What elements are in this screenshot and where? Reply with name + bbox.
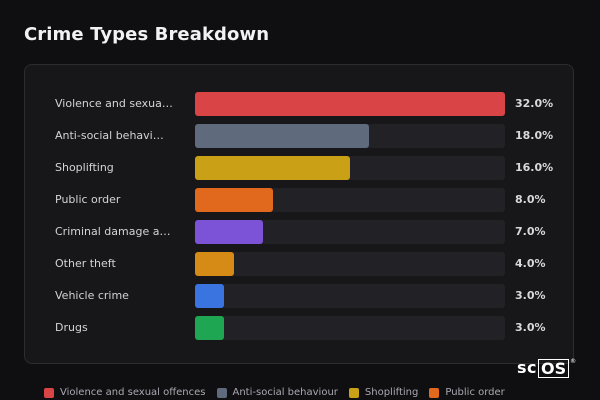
bar-rows: Violence and sexua… 32.0% Anti-social beha… — [25, 92, 573, 348]
bar — [195, 316, 224, 340]
bar — [195, 284, 224, 308]
bar-row: Violence and sexua… 32.0% — [25, 92, 573, 124]
legend-label: Violence and sexual offences — [60, 387, 206, 398]
legend-item: Anti-social behaviour — [216, 387, 338, 399]
bar-row: Drugs 3.0% — [25, 316, 573, 348]
legend-item: Violence and sexual offences — [44, 387, 206, 399]
bar-value-label: 32.0% — [515, 97, 554, 110]
bar-track — [195, 316, 505, 340]
bar-value-label: 16.0% — [515, 161, 554, 174]
bar-track — [195, 252, 505, 276]
bar-label: Violence and sexua… — [55, 97, 173, 110]
brand-logo: sc OS ® — [517, 358, 576, 378]
bar — [195, 252, 234, 276]
legend-label: Anti-social behaviour — [232, 387, 338, 398]
bar-label: Public order — [55, 193, 121, 206]
legend-swatch — [348, 388, 359, 398]
bar-row: Vehicle crime 3.0% — [25, 284, 573, 316]
legend-item: Public order — [429, 387, 505, 399]
page-title: Crime Types Breakdown — [24, 24, 270, 45]
logo-text: sc — [517, 358, 538, 377]
bar-value-label: 3.0% — [515, 289, 546, 302]
legend-item: Shoplifting — [348, 387, 419, 399]
bar-track — [195, 92, 505, 116]
bar-track — [195, 156, 505, 180]
logo-boxed-text: OS — [538, 358, 570, 378]
chart-panel: Violence and sexua… 32.0% Anti-social beha… — [24, 64, 574, 364]
bar — [195, 124, 369, 148]
bar-row: Public order 8.0% — [25, 188, 573, 220]
bar-row: Other theft 4.0% — [25, 252, 573, 284]
bar — [195, 156, 350, 180]
bar-label: Shoplifting — [55, 161, 114, 174]
bar-row: Anti-social behavi… 18.0% — [25, 124, 573, 156]
chart-legend: Violence and sexual offences Anti-social … — [44, 386, 516, 400]
bar-value-label: 4.0% — [515, 257, 546, 270]
legend-swatch — [429, 388, 440, 398]
bar — [195, 220, 263, 244]
bar — [195, 188, 273, 212]
bar-value-label: 3.0% — [515, 321, 546, 334]
registered-mark: ® — [570, 358, 577, 365]
bar-value-label: 8.0% — [515, 193, 546, 206]
bar-label: Vehicle crime — [55, 289, 129, 302]
bar-track — [195, 188, 505, 212]
bar-value-label: 18.0% — [515, 129, 554, 142]
bar-track — [195, 284, 505, 308]
bar-track — [195, 124, 505, 148]
bar-value-label: 7.0% — [515, 225, 546, 238]
legend-label: Public order — [445, 387, 505, 398]
legend-label: Shoplifting — [364, 387, 419, 398]
bar-label: Other theft — [55, 257, 116, 270]
bar-row: Shoplifting 16.0% — [25, 156, 573, 188]
legend-swatch — [44, 388, 54, 398]
bar-track — [195, 220, 505, 244]
bar-row: Criminal damage an… 7.0% — [25, 220, 573, 252]
bar-label: Criminal damage an… — [55, 225, 175, 238]
bar-label: Anti-social behavi… — [55, 129, 164, 142]
legend-swatch — [216, 388, 227, 398]
bar-label: Drugs — [55, 321, 88, 334]
bar — [195, 92, 505, 116]
